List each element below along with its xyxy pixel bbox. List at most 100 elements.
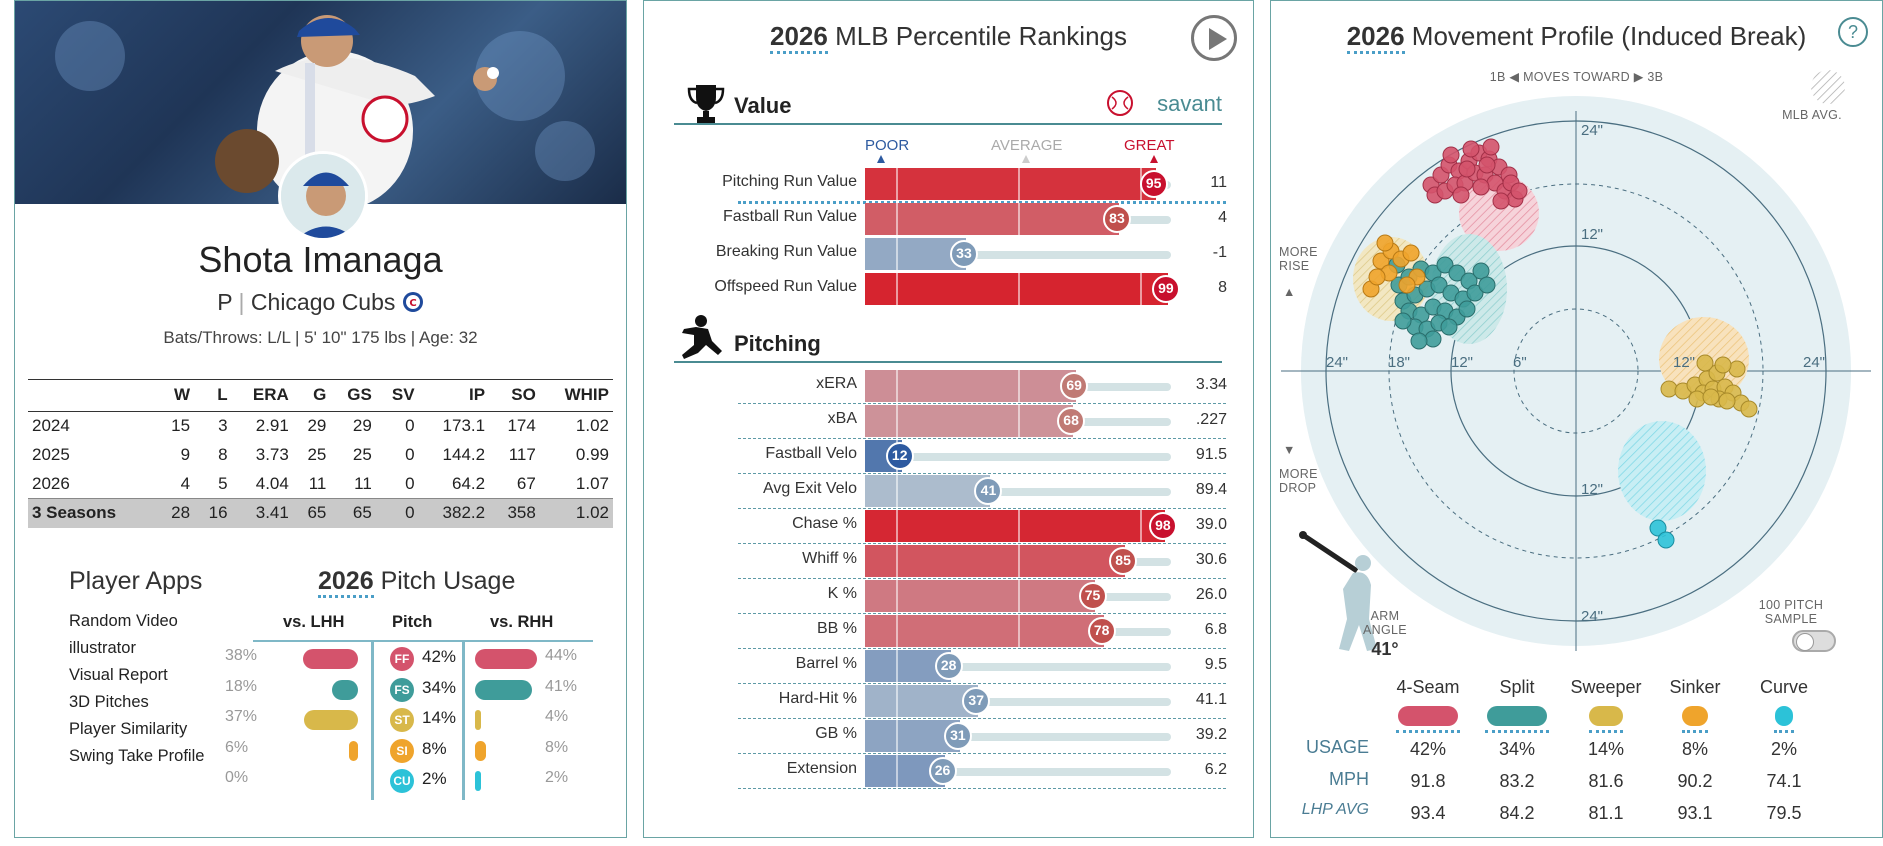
percentile-row[interactable]: xBA 68 .227 — [644, 403, 1253, 439]
player-app-link[interactable]: Swing Take Profile — [69, 747, 205, 765]
stats-cell: 5 — [218, 473, 228, 493]
pitch-summary-column[interactable]: Curve 2% 74.1 79.5 — [1739, 677, 1829, 829]
pitch-dot[interactable] — [1660, 380, 1678, 398]
pitch-dot[interactable] — [1714, 356, 1732, 374]
pitch-dot[interactable] — [1492, 192, 1510, 210]
sample-toggle[interactable] — [1792, 630, 1836, 652]
percentile-row[interactable]: Offspeed Run Value 99 8 — [644, 271, 1253, 306]
pitch-summary-column[interactable]: Sinker 8% 90.2 93.1 — [1650, 677, 1740, 829]
player-app-link[interactable]: Player Similarity — [69, 720, 188, 738]
percentile-bar — [865, 405, 1074, 437]
pitch-summary-column[interactable]: Split 34% 83.2 84.2 — [1472, 677, 1562, 829]
arm-angle-figure — [1299, 531, 1377, 651]
stats-cell: 0 — [405, 473, 415, 493]
pitch-dot[interactable] — [1436, 256, 1454, 274]
pitch-dot[interactable] — [1452, 186, 1470, 204]
player-apps-list: Random Video illustrator Visual Report 3D P… — [69, 612, 204, 774]
pitch-dot[interactable] — [1478, 276, 1496, 294]
percentile-row[interactable]: Chase % 98 39.0 — [644, 508, 1253, 544]
stats-cell: 67 — [516, 473, 536, 493]
percentile-bar — [865, 545, 1126, 577]
pitch-dot[interactable] — [1478, 156, 1496, 174]
percentile-bar — [865, 238, 966, 270]
pitch-dot[interactable] — [1510, 182, 1528, 200]
pitch-summary-column[interactable]: 4-Seam 42% 91.8 93.4 — [1383, 677, 1473, 829]
percentile-row[interactable]: BB % 78 6.8 — [644, 613, 1253, 649]
percentile-row[interactable]: Hard-Hit % 37 41.1 — [644, 683, 1253, 719]
metric-label: Breaking Run Value — [715, 243, 857, 260]
player-app-link[interactable]: Random Video — [69, 612, 178, 630]
percentile-row[interactable]: GB % 31 39.2 — [644, 718, 1253, 754]
stats-cell: 173.1 — [442, 416, 486, 436]
usage-lhh-bar — [331, 679, 358, 700]
usage-lhh-pct: 38% — [225, 647, 258, 664]
percentile-row[interactable]: Barrel % 28 9.5 — [644, 648, 1253, 684]
row-dashed-divider — [738, 201, 1226, 204]
help-icon[interactable]: ? — [1838, 17, 1868, 47]
percentile-row[interactable]: Fastball Run Value 83 4 — [644, 201, 1253, 236]
pitch-usage: 42% — [1409, 739, 1447, 759]
player-avatar — [278, 151, 368, 241]
percentile-row[interactable]: Avg Exit Velo 41 89.4 — [644, 473, 1253, 509]
pitch-dot[interactable] — [1442, 146, 1460, 164]
percentile-row[interactable]: K % 75 26.0 — [644, 578, 1253, 614]
percentile-tick — [1018, 203, 1020, 235]
pitch-dot[interactable] — [1472, 178, 1490, 196]
row-dashed-divider — [738, 403, 1226, 404]
pitch-dot[interactable] — [1430, 276, 1448, 294]
pitch-dot[interactable] — [1702, 388, 1720, 406]
pitch-summary-column[interactable]: Sweeper 14% 81.6 81.1 — [1561, 677, 1651, 829]
pitch-dot[interactable] — [1458, 300, 1476, 318]
pitch-dot[interactable] — [1368, 268, 1386, 286]
play-animation-button[interactable] — [1191, 15, 1237, 61]
pitch-dot[interactable] — [1482, 138, 1500, 156]
stats-col-header: ERA — [231, 379, 293, 412]
player-card: Shota Imanaga P | Chicago Cubs C Bats/Th… — [14, 0, 627, 838]
pitch-dot[interactable] — [1740, 400, 1758, 418]
pitch-dot[interactable] — [1458, 160, 1476, 178]
pitch-dot[interactable] — [1657, 531, 1675, 549]
pitch-dot[interactable] — [1688, 390, 1706, 408]
pitch-dot[interactable] — [1718, 392, 1736, 410]
percentile-year: 2026 — [770, 21, 828, 54]
percentile-row[interactable]: Whiff % 85 30.6 — [644, 543, 1253, 579]
pitch-mph: 74.1 — [1766, 771, 1802, 791]
player-team[interactable]: Chicago Cubs — [250, 289, 396, 315]
stats-row: 2026 4 5 4.04 11 11 0 64.2 67 1.07 — [28, 470, 613, 499]
pitch-dot[interactable] — [1440, 318, 1458, 336]
stats-col-header: SV — [375, 379, 419, 412]
pitch-dot[interactable] — [1394, 312, 1412, 330]
player-app-link[interactable]: Visual Report — [69, 666, 168, 684]
stats-cell: 29 — [352, 416, 372, 436]
pitch-usage-row: 37% ST 14% 4% — [15, 708, 626, 739]
pitch-dot[interactable] — [1466, 284, 1484, 302]
pitch-dot[interactable] — [1410, 332, 1428, 350]
pitch-dot[interactable] — [1462, 140, 1480, 158]
player-name: Shota Imanaga — [198, 239, 443, 280]
metric-label: Whiff % — [802, 550, 857, 567]
pitch-dot[interactable] — [1376, 234, 1394, 252]
savant-brand[interactable]: savant — [1157, 91, 1222, 116]
pitch-dot[interactable] — [1424, 330, 1442, 348]
pitch-dot[interactable] — [1728, 360, 1746, 378]
percentile-row[interactable]: Pitching Run Value 95 11 — [644, 166, 1253, 204]
pitch-dot[interactable] — [1649, 519, 1667, 537]
percentile-row[interactable]: Extension 26 6.2 — [644, 753, 1253, 789]
percentile-row[interactable]: Fastball Velo 12 91.5 — [644, 438, 1253, 474]
moves-toward-note: 1B ◀ MOVES TOWARD ▶ 3B — [1489, 70, 1664, 84]
pitch-dot[interactable] — [1696, 354, 1714, 372]
player-app-link[interactable]: illustrator — [69, 639, 136, 657]
percentile-row[interactable]: Breaking Run Value 33 -1 — [644, 236, 1253, 271]
player-app-link[interactable]: 3D Pitches — [69, 693, 149, 711]
percentile-bubble: 95 — [1139, 170, 1168, 198]
pitch-dot[interactable] — [1448, 264, 1466, 282]
pitch-usage: 14% — [1587, 739, 1625, 759]
metric-label: K % — [827, 585, 857, 602]
percentile-bubble: 75 — [1078, 582, 1107, 610]
pitch-dot[interactable] — [1398, 276, 1416, 294]
percentile-bar — [865, 510, 1165, 542]
percentile-row[interactable]: xERA 69 3.34 — [644, 368, 1253, 404]
pitch-color-swatch — [1589, 706, 1623, 726]
stats-cell: 11 — [308, 473, 327, 493]
pitch-dot[interactable] — [1402, 244, 1420, 262]
